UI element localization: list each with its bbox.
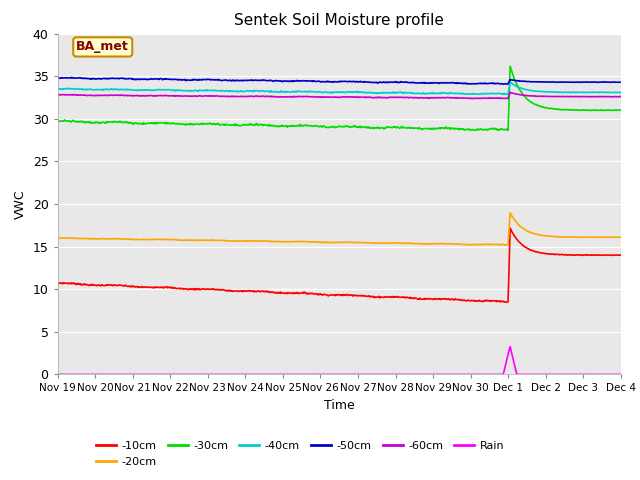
-50cm — [89, 75, 97, 81]
-10cm — [88, 282, 96, 288]
Legend: -10cm, -20cm, -30cm, -40cm, -50cm, -60cm, Rain: -10cm, -20cm, -30cm, -40cm, -50cm, -60cm… — [92, 437, 509, 471]
-50cm — [54, 75, 61, 81]
-40cm — [54, 86, 61, 92]
-40cm — [482, 91, 490, 96]
-40cm — [88, 87, 96, 93]
-20cm — [617, 234, 625, 240]
X-axis label: Time: Time — [324, 399, 355, 412]
-10cm — [481, 298, 488, 303]
-60cm — [506, 89, 514, 95]
-20cm — [88, 236, 96, 242]
-40cm — [506, 79, 514, 85]
Rain — [481, 372, 488, 377]
Rain — [540, 372, 547, 377]
Rain — [617, 372, 625, 377]
-60cm — [540, 93, 548, 99]
-30cm — [396, 125, 403, 131]
-40cm — [474, 92, 481, 97]
-20cm — [381, 240, 388, 246]
-30cm — [504, 128, 512, 133]
-20cm — [540, 233, 548, 239]
-10cm — [503, 300, 511, 305]
Line: -20cm: -20cm — [58, 213, 621, 245]
Rain — [88, 372, 96, 377]
-60cm — [413, 95, 420, 101]
-50cm — [396, 79, 404, 85]
-50cm — [540, 79, 548, 85]
-30cm — [540, 105, 548, 110]
-20cm — [396, 240, 403, 246]
Text: BA_met: BA_met — [76, 40, 129, 53]
-30cm — [88, 120, 96, 126]
-60cm — [617, 94, 625, 99]
-10cm — [617, 252, 625, 258]
-10cm — [506, 225, 514, 231]
-50cm — [413, 80, 421, 86]
-30cm — [481, 126, 488, 132]
-50cm — [68, 74, 76, 80]
-20cm — [506, 210, 514, 216]
-10cm — [413, 296, 420, 301]
-60cm — [54, 92, 61, 98]
-30cm — [381, 125, 388, 131]
-20cm — [500, 242, 508, 248]
-60cm — [396, 95, 403, 100]
-40cm — [617, 90, 625, 96]
Y-axis label: VWC: VWC — [14, 189, 27, 219]
-30cm — [617, 108, 625, 113]
-30cm — [54, 118, 61, 124]
Rain — [396, 372, 403, 377]
Rain — [381, 372, 388, 377]
Line: -40cm: -40cm — [58, 82, 621, 95]
-60cm — [88, 93, 96, 98]
-10cm — [54, 280, 61, 286]
-50cm — [499, 81, 507, 87]
-20cm — [481, 242, 488, 248]
-50cm — [381, 79, 389, 85]
-50cm — [482, 80, 490, 86]
Line: -30cm: -30cm — [58, 66, 621, 131]
Line: Rain: Rain — [58, 347, 621, 374]
-20cm — [413, 241, 420, 247]
-40cm — [540, 89, 548, 95]
-10cm — [540, 250, 548, 256]
-40cm — [381, 90, 388, 96]
Line: -10cm: -10cm — [58, 228, 621, 302]
-60cm — [482, 95, 490, 101]
Rain — [54, 372, 61, 377]
-50cm — [617, 79, 625, 85]
-40cm — [413, 90, 420, 96]
-30cm — [506, 63, 514, 69]
Line: -50cm: -50cm — [58, 77, 621, 84]
Line: -60cm: -60cm — [58, 92, 621, 99]
-10cm — [396, 294, 403, 300]
Rain — [413, 372, 420, 377]
-20cm — [54, 235, 61, 241]
Rain — [506, 344, 514, 349]
-60cm — [381, 95, 388, 100]
-30cm — [413, 125, 420, 131]
-60cm — [468, 96, 476, 102]
Title: Sentek Soil Moisture profile: Sentek Soil Moisture profile — [234, 13, 444, 28]
-40cm — [396, 90, 403, 96]
-10cm — [381, 294, 388, 300]
